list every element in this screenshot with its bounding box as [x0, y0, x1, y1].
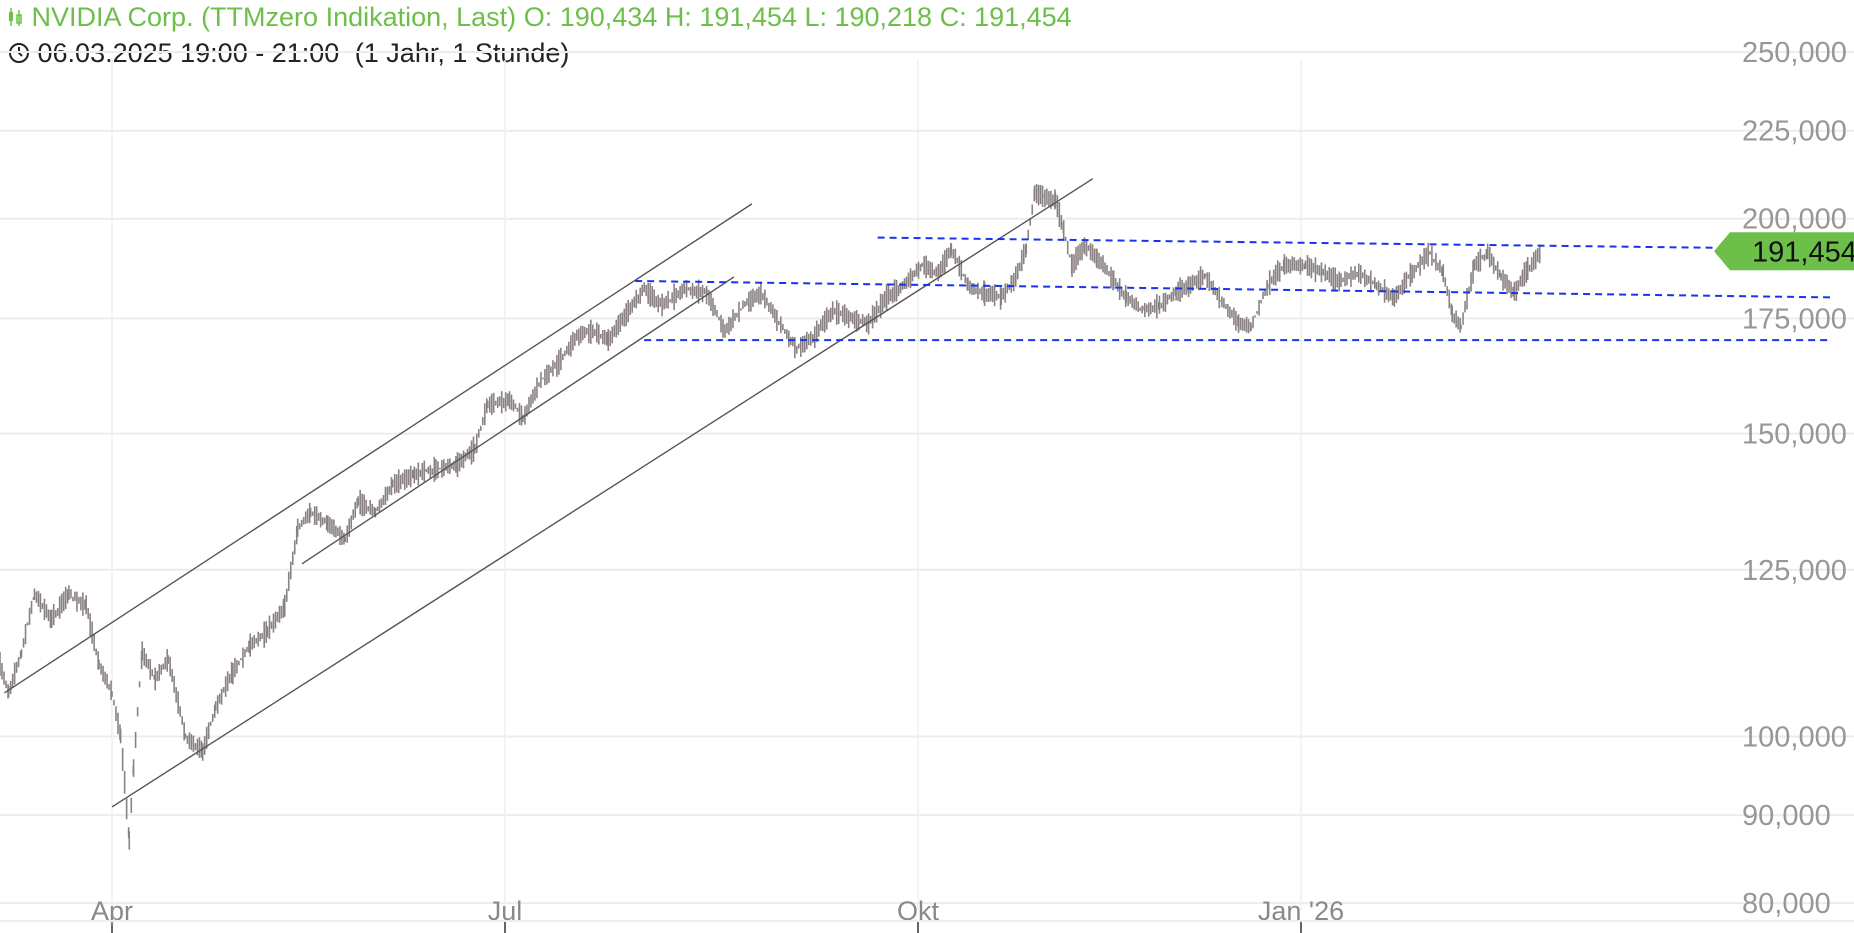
open-value: O: 190,434: [523, 2, 658, 32]
candlestick-icon: [9, 8, 22, 26]
trend-channel-line: [111, 178, 1094, 808]
horizontal-level-line: [877, 236, 1831, 251]
low-value: L: 190,218: [804, 2, 933, 32]
chart-legend-title: NVIDIA Corp. (TTMzero Indikation, Last) …: [8, 2, 1072, 33]
y-tick-label: 225,000: [1742, 116, 1847, 148]
high-value: H: 191,454: [664, 2, 797, 32]
horizontal-level-line: [635, 279, 1831, 299]
y-tick-label: 200,000: [1742, 204, 1847, 236]
y-tick-label: 150,000: [1742, 419, 1847, 451]
y-tick-label: 175,000: [1742, 303, 1847, 335]
trend-channel-line: [3, 203, 753, 694]
trend-channel-line: [301, 276, 735, 565]
y-tick-label: 125,000: [1742, 555, 1847, 587]
last-price-tag: [1714, 232, 1854, 271]
y-tick-label: 100,000: [1742, 721, 1847, 753]
instrument-title: NVIDIA Corp. (TTMzero Indikation, Last): [31, 2, 517, 32]
y-tick-label: 80,000: [1742, 888, 1831, 920]
y-tick-label: 90,000: [1742, 800, 1831, 832]
last-price-label: 191,454: [1752, 236, 1854, 268]
y-tick-label: 250,000: [1742, 37, 1847, 69]
close-value: C: 191,454: [939, 2, 1072, 32]
